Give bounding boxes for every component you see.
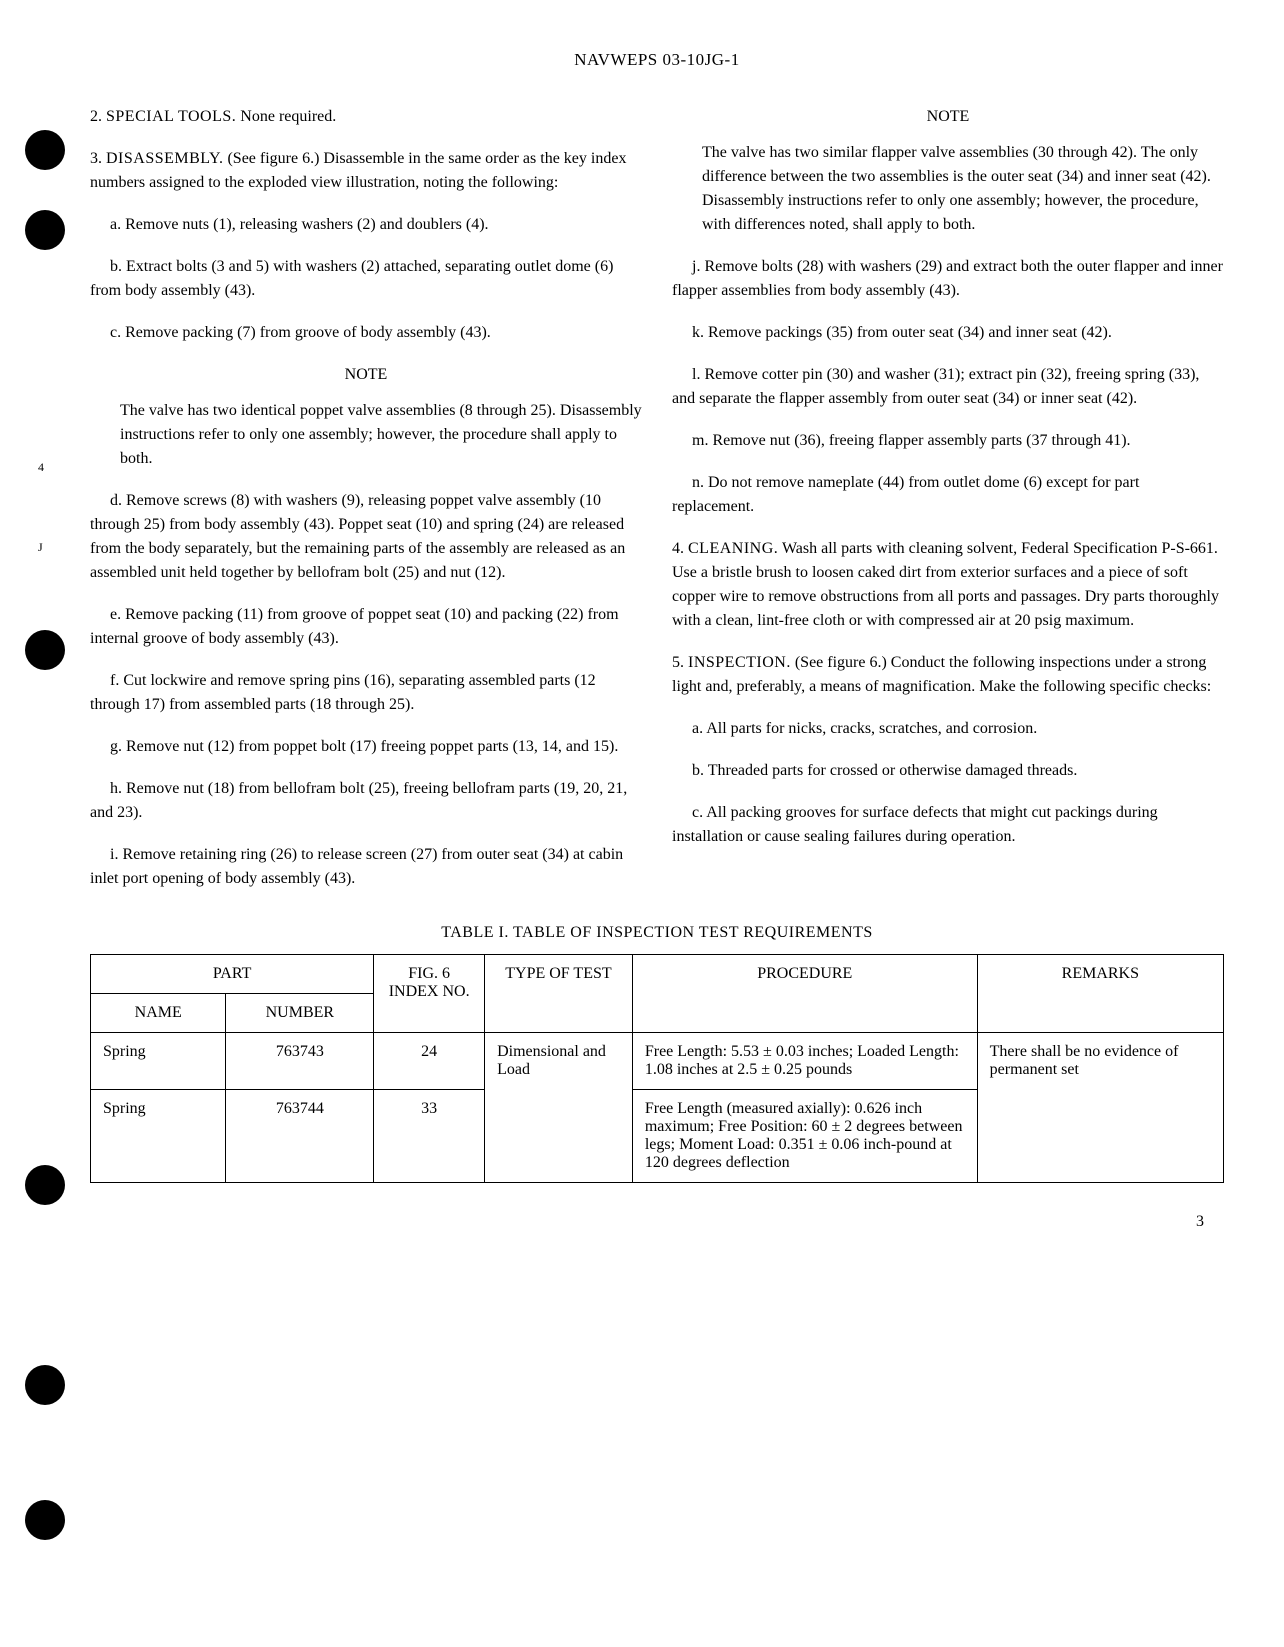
page-number: 3: [90, 1213, 1224, 1231]
item-j: j. Remove bolts (28) with washers (29) a…: [672, 255, 1224, 303]
item-5c: c. All packing grooves for surface defec…: [672, 801, 1224, 849]
item-m: m. Remove nut (36), freeing flapper asse…: [672, 429, 1224, 453]
item-b: b. Extract bolts (3 and 5) with washers …: [90, 255, 642, 303]
table-header-remarks: REMARKS: [977, 955, 1223, 1033]
cell-fig: 33: [374, 1090, 485, 1183]
hole: [25, 1365, 65, 1405]
two-column-content: 2. SPECIAL TOOLS. None required. 3. DISA…: [90, 105, 1224, 909]
margin-mark: J: [38, 540, 43, 555]
note-body: The valve has two identical poppet valve…: [90, 399, 642, 471]
item-e: e. Remove packing (11) from groove of po…: [90, 603, 642, 651]
section-title: DISASSEMBLY.: [106, 150, 223, 167]
table-header-type: TYPE OF TEST: [485, 955, 633, 1033]
item-a: a. Remove nuts (1), releasing washers (2…: [90, 213, 642, 237]
hole: [25, 1165, 65, 1205]
section-title: SPECIAL TOOLS.: [106, 108, 236, 125]
inspection-table: PART FIG. 6 INDEX NO. TYPE OF TEST PROCE…: [90, 954, 1224, 1183]
cell-procedure: Free Length: 5.53 ± 0.03 inches; Loaded …: [632, 1033, 977, 1090]
table-header-fig: FIG. 6 INDEX NO.: [374, 955, 485, 1033]
cell-number: 763743: [226, 1033, 374, 1090]
section-3: 3. DISASSEMBLY. (See figure 6.) Disassem…: [90, 147, 642, 195]
note-body: The valve has two similar flapper valve …: [672, 141, 1224, 237]
item-c: c. Remove packing (7) from groove of bod…: [90, 321, 642, 345]
table-header-name: NAME: [91, 994, 226, 1033]
left-column: 2. SPECIAL TOOLS. None required. 3. DISA…: [90, 105, 642, 909]
section-4: 4. CLEANING. Wash all parts with cleanin…: [672, 537, 1224, 633]
section-2: 2. SPECIAL TOOLS. None required.: [90, 105, 642, 129]
section-number: 4.: [672, 540, 684, 557]
hole: [25, 1500, 65, 1540]
section-title: INSPECTION.: [688, 654, 791, 671]
section-number: 3.: [90, 150, 102, 167]
item-d: d. Remove screws (8) with washers (9), r…: [90, 489, 642, 585]
table-header-part: PART: [91, 955, 374, 994]
item-k: k. Remove packings (35) from outer seat …: [672, 321, 1224, 345]
cell-number: 763744: [226, 1090, 374, 1183]
cell-procedure: Free Length (measured axially): 0.626 in…: [632, 1090, 977, 1183]
hole: [25, 130, 65, 170]
cell-name: Spring: [91, 1033, 226, 1090]
item-5a: a. All parts for nicks, cracks, scratche…: [672, 717, 1224, 741]
section-text: None required.: [240, 108, 336, 125]
item-i: i. Remove retaining ring (26) to release…: [90, 843, 642, 891]
section-5: 5. INSPECTION. (See figure 6.) Conduct t…: [672, 651, 1224, 699]
cell-name: Spring: [91, 1090, 226, 1183]
section-number: 5.: [672, 654, 684, 671]
note-heading: NOTE: [90, 363, 642, 387]
item-f: f. Cut lockwire and remove spring pins (…: [90, 669, 642, 717]
note-heading: NOTE: [672, 105, 1224, 129]
table-header-procedure: PROCEDURE: [632, 955, 977, 1033]
table-header-number: NUMBER: [226, 994, 374, 1033]
table-title: TABLE I. TABLE OF INSPECTION TEST REQUIR…: [90, 924, 1224, 942]
item-h: h. Remove nut (18) from bellofram bolt (…: [90, 777, 642, 825]
item-l: l. Remove cotter pin (30) and washer (31…: [672, 363, 1224, 411]
item-g: g. Remove nut (12) from poppet bolt (17)…: [90, 735, 642, 759]
hole: [25, 210, 65, 250]
cell-remarks: There shall be no evidence of permanent …: [977, 1033, 1223, 1183]
section-number: 2.: [90, 108, 102, 125]
table-row: Spring 763743 24 Dimensional and Load Fr…: [91, 1033, 1224, 1090]
margin-mark: 4: [38, 460, 44, 475]
section-title: CLEANING.: [688, 540, 778, 557]
item-n: n. Do not remove nameplate (44) from out…: [672, 471, 1224, 519]
item-5b: b. Threaded parts for crossed or otherwi…: [672, 759, 1224, 783]
hole: [25, 630, 65, 670]
right-column: NOTE The valve has two similar flapper v…: [672, 105, 1224, 909]
cell-type: Dimensional and Load: [485, 1033, 633, 1183]
document-header: NAVWEPS 03-10JG-1: [90, 50, 1224, 70]
cell-fig: 24: [374, 1033, 485, 1090]
